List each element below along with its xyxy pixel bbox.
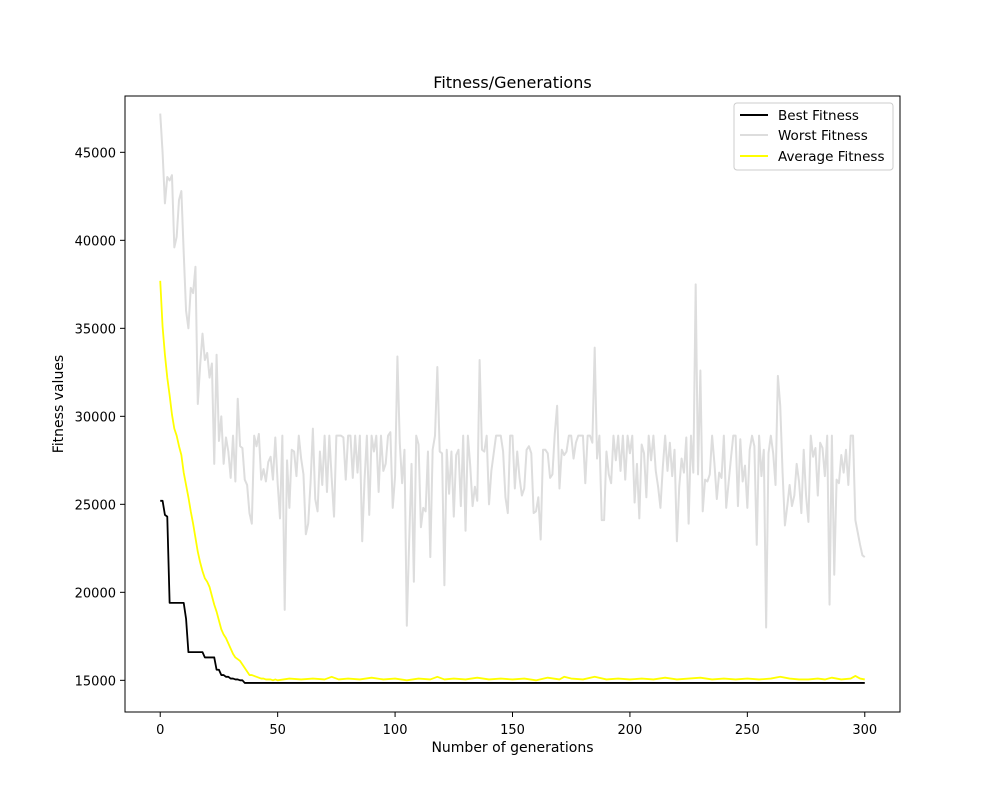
x-tick-label: 150 (500, 723, 525, 738)
x-tick-label: 300 (852, 723, 877, 738)
x-tick-label: 100 (383, 723, 408, 738)
y-axis-label: Fitness values (51, 355, 67, 453)
x-tick-label: 50 (269, 723, 286, 738)
x-tick-label: 0 (156, 723, 164, 738)
x-axis-label: Number of generations (431, 740, 593, 756)
y-tick-label: 40000 (75, 234, 116, 249)
y-tick-label: 30000 (75, 410, 116, 425)
legend-label-best-fitness: Best Fitness (778, 108, 859, 124)
legend: Best Fitness Worst Fitness Average Fitne… (734, 103, 893, 170)
y-tick-label: 20000 (75, 586, 116, 601)
y-tick-label: 35000 (75, 322, 116, 337)
x-tick-label: 250 (735, 723, 760, 738)
chart-title: Fitness/Generations (433, 73, 591, 92)
y-tick-label: 25000 (75, 498, 116, 513)
y-tick-label: 45000 (75, 146, 116, 161)
legend-label-worst-fitness: Worst Fitness (778, 128, 868, 144)
y-tick-label: 15000 (75, 674, 116, 689)
x-tick-label: 200 (618, 723, 643, 738)
legend-label-average-fitness: Average Fitness (778, 149, 884, 165)
